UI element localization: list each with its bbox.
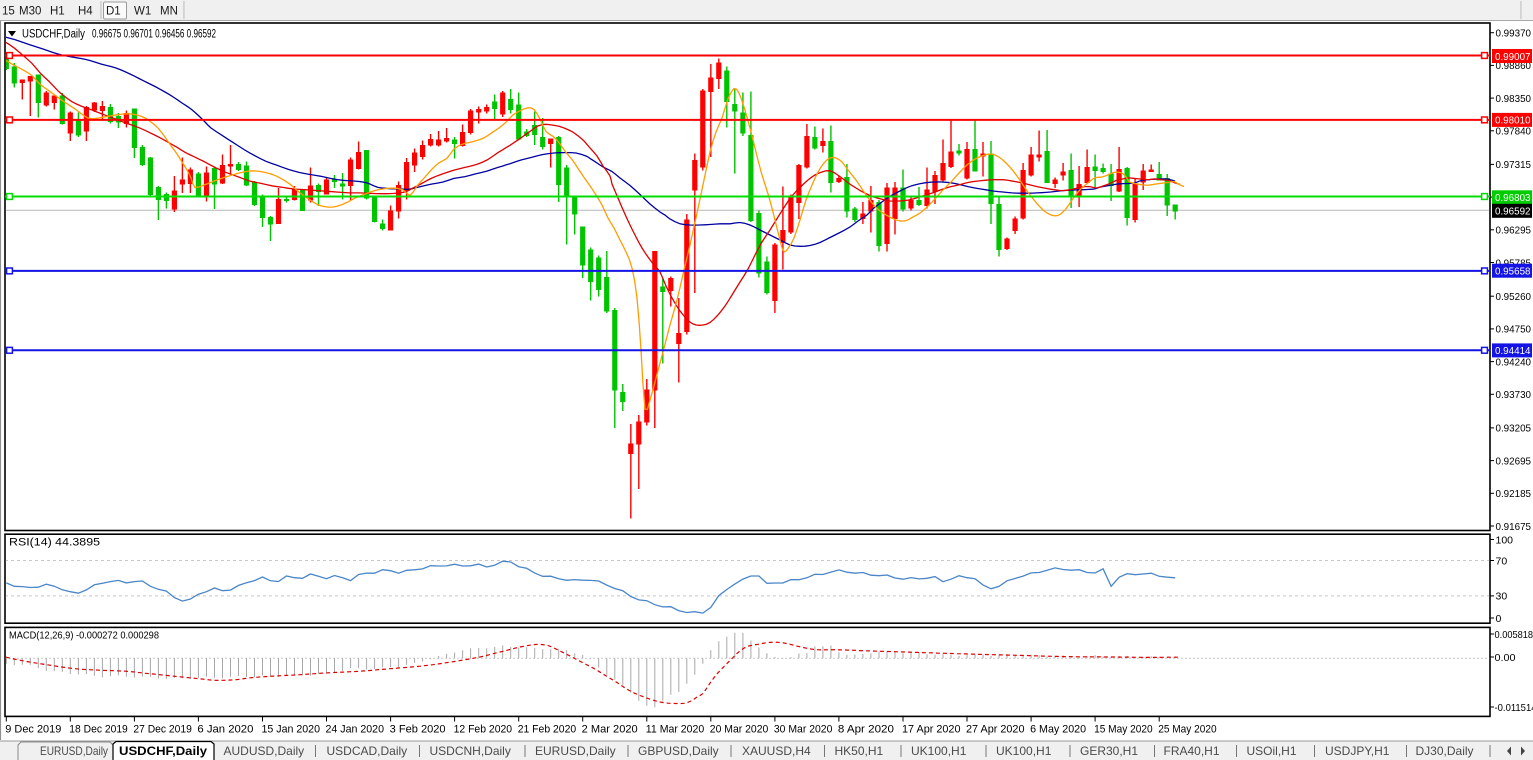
svg-text:0.94240: 0.94240 <box>1496 356 1532 368</box>
svg-text:USDCAD,Daily: USDCAD,Daily <box>327 744 408 758</box>
svg-text:AUDUSD,Daily: AUDUSD,Daily <box>224 744 305 758</box>
svg-text:0.96295: 0.96295 <box>1496 225 1532 237</box>
svg-text:0.96592: 0.96592 <box>1495 206 1531 218</box>
svg-text:USDCHF,Daily: USDCHF,Daily <box>22 29 85 41</box>
svg-text:0.95260: 0.95260 <box>1496 291 1532 303</box>
svg-text:12 Feb 2020: 12 Feb 2020 <box>454 724 512 736</box>
svg-text:21 Feb 2020: 21 Feb 2020 <box>518 724 577 736</box>
svg-text:0.00: 0.00 <box>1495 652 1516 664</box>
svg-text:0.96803: 0.96803 <box>1495 192 1531 204</box>
svg-text:EURUSD,Daily: EURUSD,Daily <box>535 744 616 758</box>
svg-text:0.92695: 0.92695 <box>1496 455 1532 467</box>
svg-text:6 Jan 2020: 6 Jan 2020 <box>197 724 253 736</box>
svg-text:25 May 2020: 25 May 2020 <box>1158 724 1217 736</box>
svg-text:15 May 2020: 15 May 2020 <box>1094 724 1153 736</box>
svg-text:MACD(12,26,9) -0.000272 0.0002: MACD(12,26,9) -0.000272 0.000298 <box>9 630 159 642</box>
svg-text:9 Dec 2019: 9 Dec 2019 <box>5 724 61 736</box>
svg-text:MN: MN <box>160 6 178 18</box>
svg-text:70: 70 <box>1496 555 1508 567</box>
svg-text:HK50,H1: HK50,H1 <box>835 744 884 758</box>
svg-text:GBPUSD,Daily: GBPUSD,Daily <box>638 744 719 758</box>
svg-text:0.92185: 0.92185 <box>1496 488 1532 500</box>
svg-text:DJ30,Daily: DJ30,Daily <box>1416 744 1474 758</box>
svg-text:W1: W1 <box>134 6 151 18</box>
svg-text:0.94414: 0.94414 <box>1495 345 1531 357</box>
svg-text:27 Dec 2019: 27 Dec 2019 <box>133 724 192 736</box>
svg-text:USOil,H1: USOil,H1 <box>1247 744 1297 758</box>
svg-text:0.98860: 0.98860 <box>1496 60 1532 72</box>
svg-text:0.91675: 0.91675 <box>1496 521 1532 533</box>
svg-text:H1: H1 <box>50 6 65 18</box>
svg-text:24 Jan 2020: 24 Jan 2020 <box>326 724 385 736</box>
svg-text:0.98010: 0.98010 <box>1495 115 1531 127</box>
svg-text:20 Mar 2020: 20 Mar 2020 <box>710 724 769 736</box>
svg-text:0.005818: 0.005818 <box>1495 629 1533 641</box>
svg-text:6 May 2020: 6 May 2020 <box>1030 724 1086 736</box>
svg-text:-0.011514: -0.011514 <box>1495 702 1533 714</box>
svg-text:M30: M30 <box>19 6 41 18</box>
svg-text:0.95658: 0.95658 <box>1495 266 1531 278</box>
svg-text:0.97840: 0.97840 <box>1496 126 1532 138</box>
svg-text:17 Apr 2020: 17 Apr 2020 <box>902 724 961 736</box>
svg-text:2 Mar 2020: 2 Mar 2020 <box>582 724 638 736</box>
svg-text:D1: D1 <box>106 6 121 18</box>
svg-text:USDCHF,Daily: USDCHF,Daily <box>119 744 207 758</box>
svg-text:0.99370: 0.99370 <box>1496 28 1532 40</box>
svg-text:0.93730: 0.93730 <box>1496 389 1532 401</box>
svg-text:30 Mar 2020: 30 Mar 2020 <box>774 724 833 736</box>
svg-text:EURUSD,Daily: EURUSD,Daily <box>40 744 108 758</box>
svg-text:GER30,H1: GER30,H1 <box>1080 744 1138 758</box>
svg-text:30: 30 <box>1496 591 1508 603</box>
svg-text:0.97315: 0.97315 <box>1496 159 1532 171</box>
svg-text:15: 15 <box>2 6 15 18</box>
svg-text:18 Dec 2019: 18 Dec 2019 <box>69 724 128 736</box>
svg-text:FRA40,H1: FRA40,H1 <box>1164 744 1220 758</box>
svg-text:3 Feb 2020: 3 Feb 2020 <box>390 724 446 736</box>
svg-text:UK100,H1: UK100,H1 <box>996 744 1052 758</box>
svg-text:15 Jan 2020: 15 Jan 2020 <box>262 724 321 736</box>
svg-text:8 Apr 2020: 8 Apr 2020 <box>838 724 894 736</box>
svg-text:UK100,H1: UK100,H1 <box>911 744 967 758</box>
svg-text:11 Mar 2020: 11 Mar 2020 <box>646 724 705 736</box>
svg-text:0.98350: 0.98350 <box>1496 93 1532 105</box>
svg-text:0.93205: 0.93205 <box>1496 423 1532 435</box>
svg-text:0.99007: 0.99007 <box>1495 51 1531 63</box>
svg-text:RSI(14) 44.3895: RSI(14) 44.3895 <box>9 537 100 549</box>
svg-text:0.96675 0.96701 0.96456 0.9659: 0.96675 0.96701 0.96456 0.96592 <box>92 29 216 41</box>
svg-text:0: 0 <box>1496 613 1502 625</box>
svg-text:H4: H4 <box>78 6 93 18</box>
svg-text:100: 100 <box>1496 534 1514 546</box>
svg-text:27 Apr 2020: 27 Apr 2020 <box>966 724 1025 736</box>
svg-text:USDJPY,H1: USDJPY,H1 <box>1325 744 1390 758</box>
svg-text:0.94750: 0.94750 <box>1496 324 1532 336</box>
svg-text:USDCNH,Daily: USDCNH,Daily <box>430 744 511 758</box>
svg-text:XAUUSD,H4: XAUUSD,H4 <box>742 744 811 758</box>
